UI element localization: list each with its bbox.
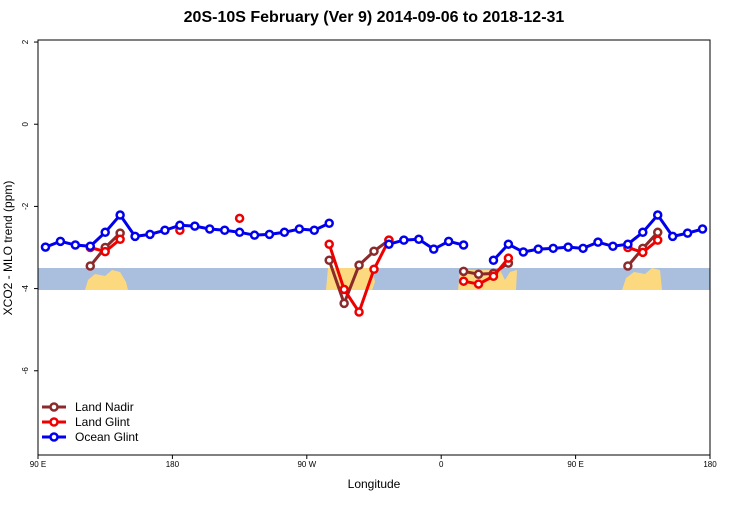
point — [115, 210, 125, 220]
point — [190, 221, 200, 231]
point — [234, 213, 245, 224]
point — [219, 225, 230, 235]
point — [652, 227, 663, 238]
point — [324, 218, 334, 229]
point — [100, 246, 110, 257]
series — [40, 210, 708, 265]
point — [85, 261, 96, 271]
y-axis-label: XCO2 - MLO trend (ppm) — [1, 181, 15, 316]
point — [115, 234, 125, 245]
point — [488, 271, 499, 282]
point — [533, 244, 544, 254]
point — [548, 243, 558, 254]
point — [369, 246, 379, 256]
point — [488, 255, 499, 265]
x-tick-label: 90 E — [567, 460, 583, 469]
point — [578, 243, 588, 254]
x-tick-label: 180 — [166, 460, 180, 469]
point — [130, 231, 140, 242]
x-axis-label: Longitude — [348, 477, 401, 491]
point — [175, 220, 185, 231]
point — [264, 229, 275, 240]
point — [234, 227, 245, 238]
x-tick-label: 90 W — [297, 460, 316, 469]
legend-marker — [49, 432, 59, 442]
point — [652, 210, 663, 220]
y-tick-label: -4 — [21, 284, 30, 292]
point — [682, 228, 693, 238]
point — [70, 240, 81, 250]
land-shape — [622, 268, 662, 290]
y-tick-label: -2 — [21, 202, 30, 210]
point — [100, 227, 110, 238]
point — [249, 230, 260, 240]
point — [503, 239, 514, 249]
legend-label: Land Glint — [75, 415, 130, 429]
point — [339, 284, 349, 295]
point — [55, 236, 66, 247]
point — [667, 231, 678, 242]
point — [458, 276, 469, 286]
legend-marker — [49, 402, 59, 412]
point — [473, 279, 484, 289]
legend-label: Ocean Glint — [75, 430, 139, 444]
point — [458, 240, 469, 250]
y-tick-label: 0 — [21, 121, 30, 126]
point — [608, 241, 618, 252]
point — [638, 247, 648, 258]
point — [458, 266, 469, 277]
point — [414, 234, 424, 245]
point — [623, 261, 633, 271]
land-shape — [85, 270, 128, 290]
point — [652, 235, 663, 245]
point — [324, 239, 334, 249]
point — [339, 298, 349, 309]
series — [85, 213, 663, 317]
point — [294, 224, 305, 234]
y-tick-label: 2 — [21, 39, 30, 44]
point — [399, 235, 409, 245]
point — [85, 241, 96, 252]
point — [638, 227, 648, 238]
point — [697, 224, 708, 234]
point — [160, 225, 170, 235]
x-tick-label: 180 — [703, 460, 717, 469]
point — [369, 264, 379, 275]
point — [428, 244, 439, 254]
point — [145, 229, 155, 240]
chart-title: 20S-10S February (Ver 9) 2014-09-06 to 2… — [184, 9, 565, 26]
point — [309, 225, 320, 235]
point — [279, 227, 290, 238]
point — [204, 224, 215, 234]
legend-marker — [49, 417, 59, 427]
point — [354, 260, 364, 270]
point — [324, 255, 334, 265]
point — [354, 307, 364, 317]
legend-label: Land Nadir — [75, 400, 134, 414]
x-tick-label: 0 — [439, 460, 444, 469]
point — [384, 239, 394, 249]
point — [593, 237, 603, 247]
point — [443, 236, 454, 247]
point — [623, 239, 633, 249]
point — [503, 253, 514, 263]
point — [518, 247, 529, 257]
point — [563, 242, 573, 252]
plot-frame — [37, 39, 711, 456]
point — [40, 242, 51, 252]
point — [473, 269, 484, 279]
x-tick-label: 90 E — [30, 460, 46, 469]
y-tick-label: -6 — [21, 367, 30, 375]
